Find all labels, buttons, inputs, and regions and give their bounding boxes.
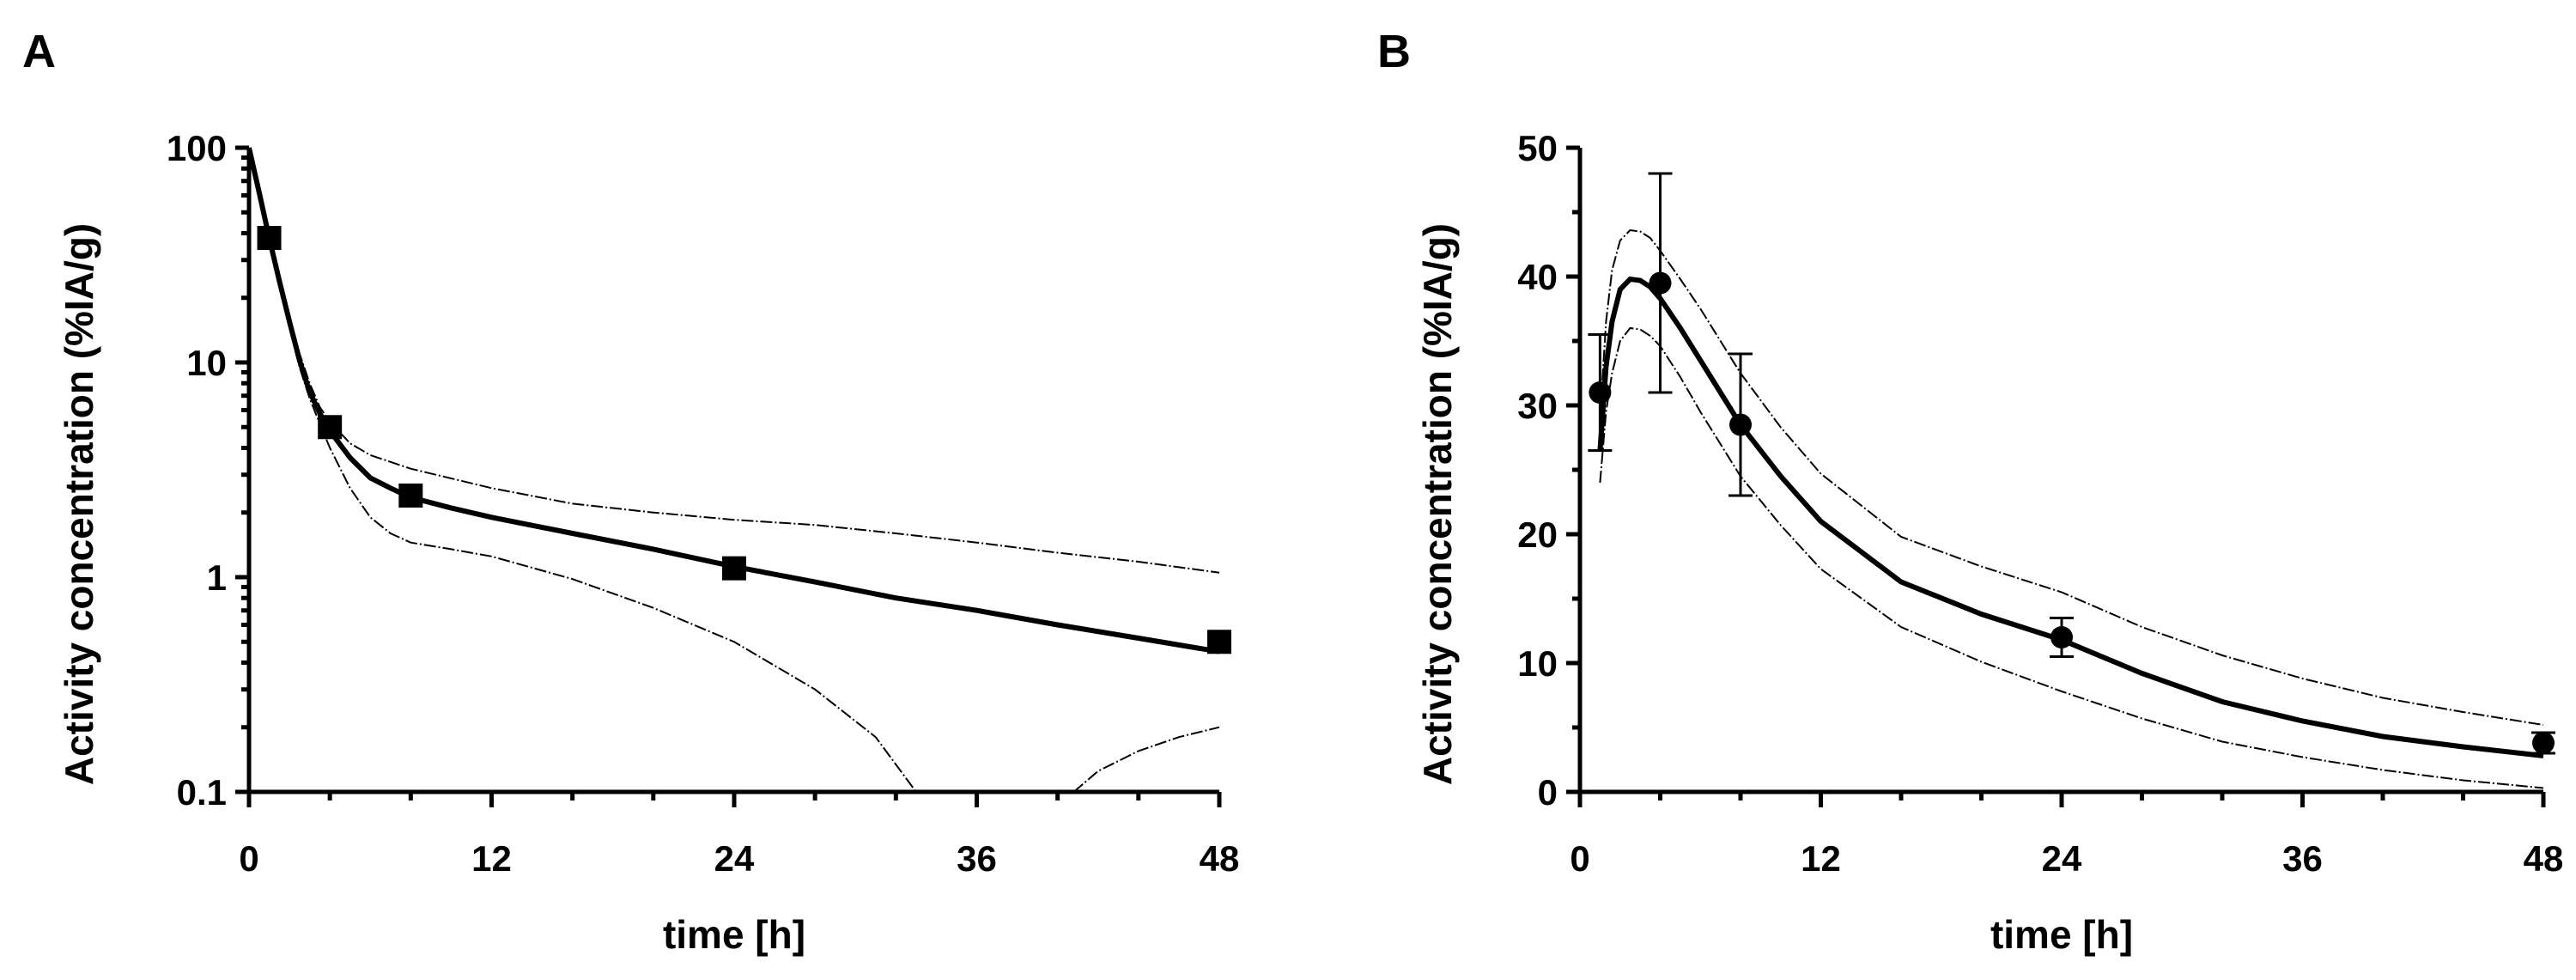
x-tick-label: 12 [1801, 838, 1841, 879]
data-point-square [1207, 630, 1231, 654]
y-axis-title: Activity concentration (%IA/g) [1415, 223, 1460, 785]
y-tick-label: 20 [1517, 514, 1558, 555]
x-axis-title: time [h] [663, 912, 805, 957]
confidence-band-curve [1599, 326, 2544, 789]
x-tick-label: 12 [471, 838, 512, 879]
panel-letter-b: B [1377, 26, 1411, 77]
y-tick-label: 30 [1517, 386, 1558, 426]
data-point-square [398, 483, 423, 508]
y-tick-label: 0.1 [177, 772, 227, 813]
y-tick-label: 40 [1517, 257, 1558, 297]
fit-curve [1597, 276, 2544, 758]
confidence-band-curve [249, 147, 917, 792]
x-tick-label: 48 [1200, 838, 1240, 879]
confidence-band-curve [1072, 726, 1220, 792]
x-tick-label: 48 [2524, 838, 2564, 879]
x-tick-label: 0 [1570, 838, 1589, 879]
panel-letter-a: A [22, 26, 56, 77]
y-tick-label: 10 [1517, 643, 1558, 684]
confidence-band-curve [1599, 228, 2544, 726]
data-point-circle [2532, 732, 2555, 754]
confidence-band-curve [249, 147, 1220, 574]
data-point-circle [1729, 413, 1752, 436]
data-point-circle [1649, 271, 1672, 295]
panel-a: A 0.1 1 10 100 0 12 24 36 48 time [h] Activity conc… [22, 26, 1239, 957]
x-axis-title: time [h] [1990, 912, 2133, 957]
y-tick-label: 0 [1538, 772, 1558, 813]
x-tick-label: 24 [2042, 838, 2082, 879]
y-tick-label: 10 [186, 343, 227, 383]
x-tick-label: 0 [239, 838, 258, 879]
data-point-square [257, 226, 282, 251]
x-tick-label: 24 [714, 838, 755, 879]
data-point-circle [1589, 381, 1612, 404]
y-axis-title: Activity concentration (%IA/g) [57, 223, 101, 785]
data-point-square [318, 415, 343, 440]
y-tick-label: 100 [167, 128, 227, 168]
data-point-circle [2050, 626, 2073, 648]
data-point-square [722, 556, 746, 581]
panel-b: B 0 10 20 30 40 50 0 12 24 36 48 time [h] Activity co… [1377, 26, 2563, 957]
y-tick-label: 1 [207, 557, 227, 598]
y-tick-label: 50 [1517, 128, 1558, 168]
x-tick-label: 36 [957, 838, 997, 879]
x-tick-label: 36 [2282, 838, 2323, 879]
